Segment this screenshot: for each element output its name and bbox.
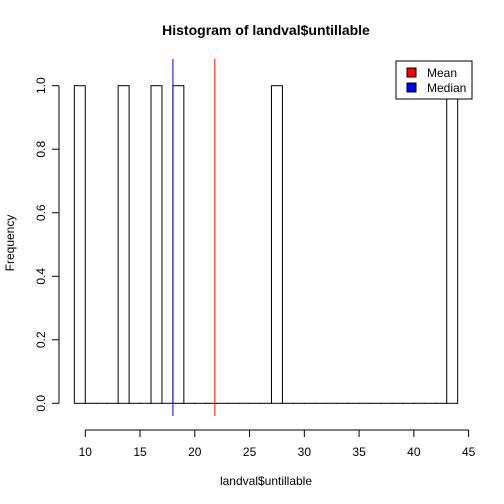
y-tick-label-0.6: 0.6 [34,204,48,221]
legend-box [395,60,473,100]
legend-swatch-mean [406,67,417,78]
x-tick-label-15: 15 [133,445,147,459]
y-axis-label: Frequency [3,215,17,272]
x-tick-label-40: 40 [407,445,421,459]
chart-title: Histogram of landval$untillable [162,22,370,38]
y-tick-label-0.8: 0.8 [34,141,48,158]
y-tick-label-0.4: 0.4 [34,268,48,285]
histogram-bar-7 [150,85,163,404]
x-tick-label-10: 10 [79,445,93,459]
x-tick-label-45: 45 [462,445,476,459]
y-axis: 0.0 0.2 0.4 0.6 0.8 1.0 [34,77,60,412]
histogram-bar-4 [117,85,130,404]
x-tick-label-25: 25 [243,445,257,459]
x-axis-label: landval$untillable [220,474,312,488]
histogram-bar-0 [73,85,86,404]
y-tick-label-0.0: 0.0 [34,395,48,412]
histogram-bar-18 [270,85,283,404]
x-tick-label-20: 20 [188,445,202,459]
reference-lines-group [172,59,216,416]
legend-swatch-median [406,82,417,93]
legend-label-median: Median [427,81,466,95]
bars-group [73,85,459,404]
y-tick-label-1.0: 1.0 [34,77,48,94]
x-tick-label-35: 35 [352,445,366,459]
histogram-bar-9 [172,85,185,404]
legend-label-mean: Mean [427,66,457,80]
x-tick-label-30: 30 [298,445,312,459]
histogram-bar-34 [446,85,459,404]
y-tick-label-0.2: 0.2 [34,331,48,348]
x-axis: 10 15 20 25 30 35 40 45 [79,429,476,459]
